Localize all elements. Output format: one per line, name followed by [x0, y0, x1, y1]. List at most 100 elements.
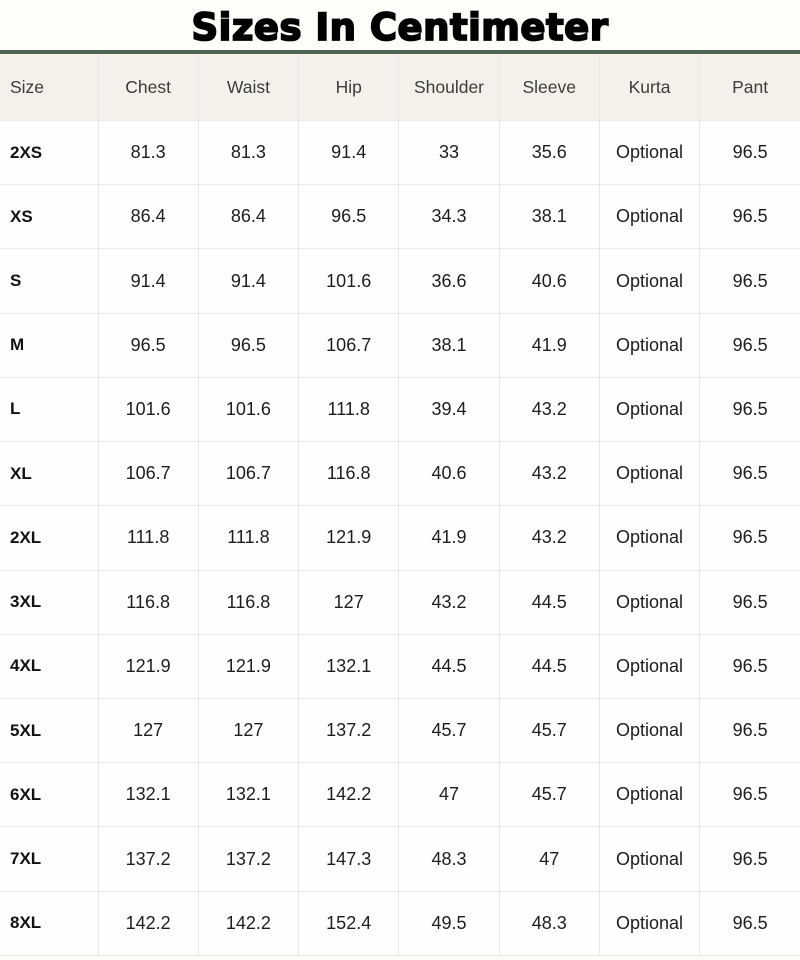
size-value: 101.6 [197, 377, 299, 442]
table-row: 7XL 137.2 137.2 147.3 48.3 47 Optional 96.5 [0, 826, 800, 892]
size-value: 101.6 [97, 377, 199, 442]
size-value: 38.1 [398, 313, 500, 378]
size-value: 96.5 [699, 441, 800, 506]
column-header-kurta: Kurta [598, 52, 700, 121]
page-title: Sizes In Centimeter [191, 5, 609, 50]
size-value: 43.2 [398, 570, 500, 635]
size-value: 96.5 [699, 248, 800, 314]
size-value: 96.5 [97, 313, 199, 378]
size-label: S [0, 248, 98, 314]
size-value: Optional [598, 313, 700, 378]
size-value: 48.3 [398, 826, 500, 892]
size-value: 96.5 [699, 634, 800, 699]
size-value: 39.4 [398, 377, 500, 442]
size-value: 132.1 [298, 634, 399, 699]
size-value: 132.1 [97, 762, 199, 827]
column-header-pant: Pant [699, 52, 800, 121]
size-value: 96.5 [699, 377, 800, 442]
size-value: 96.5 [699, 570, 800, 635]
size-value: 96.5 [699, 184, 800, 249]
size-value: 40.6 [398, 441, 500, 506]
size-label: 7XL [0, 826, 98, 892]
size-value: 44.5 [498, 570, 600, 635]
size-value: Optional [598, 248, 700, 314]
size-label: XL [0, 441, 98, 506]
size-value: 142.2 [97, 891, 199, 956]
size-value: 142.2 [298, 762, 399, 827]
size-value: 116.8 [97, 570, 199, 635]
size-value: 111.8 [197, 505, 299, 571]
size-label: 4XL [0, 634, 98, 699]
size-value: 38.1 [498, 184, 600, 249]
table-row: 4XL 121.9 121.9 132.1 44.5 44.5 Optional 96.5 [0, 634, 800, 699]
column-header-shoulder: Shoulder [398, 52, 500, 121]
size-value: Optional [598, 826, 700, 892]
size-value: 45.7 [398, 698, 500, 763]
table-row: L 101.6 101.6 111.8 39.4 43.2 Optional 96.5 [0, 377, 800, 442]
table-row: M 96.5 96.5 106.7 38.1 41.9 Optional 96.5 [0, 313, 800, 378]
size-value: 111.8 [97, 505, 199, 571]
table-row: 3XL 116.8 116.8 127 43.2 44.5 Optional 96.5 [0, 570, 800, 635]
size-value: 106.7 [298, 313, 399, 378]
size-value: 111.8 [298, 377, 399, 442]
size-value: 41.9 [398, 505, 500, 571]
size-value: 96.5 [699, 698, 800, 763]
size-value: Optional [598, 891, 700, 956]
size-value: 127 [298, 570, 399, 635]
size-value: Optional [598, 570, 700, 635]
size-value: 96.5 [699, 762, 800, 827]
size-value: Optional [598, 377, 700, 442]
size-value: 96.5 [298, 184, 399, 249]
size-value: Optional [598, 634, 700, 699]
size-value: 91.4 [298, 120, 399, 185]
size-value: 96.5 [197, 313, 299, 378]
size-value: 96.5 [699, 826, 800, 892]
size-value: 127 [97, 698, 199, 763]
size-value: 81.3 [197, 120, 299, 185]
size-value: Optional [598, 505, 700, 571]
size-value: 44.5 [498, 634, 600, 699]
size-label: M [0, 313, 98, 378]
table-row: 8XL 142.2 142.2 152.4 49.5 48.3 Optional 96.5 [0, 891, 800, 956]
size-value: 147.3 [298, 826, 399, 892]
size-value: Optional [598, 120, 700, 185]
size-label: 6XL [0, 762, 98, 827]
table-header-row: Size Chest Waist Hip Shoulder Sleeve Kurta Pant [0, 52, 800, 121]
size-label: 5XL [0, 698, 98, 763]
size-value: 96.5 [699, 313, 800, 378]
size-value: 137.2 [97, 826, 199, 892]
size-value: 116.8 [197, 570, 299, 635]
size-value: 137.2 [197, 826, 299, 892]
size-value: 41.9 [498, 313, 600, 378]
size-value: 121.9 [298, 505, 399, 571]
size-label: 3XL [0, 570, 98, 635]
table-row: 5XL 127 127 137.2 45.7 45.7 Optional 96.5 [0, 698, 800, 763]
size-value: 44.5 [398, 634, 500, 699]
size-value: 36.6 [398, 248, 500, 314]
column-header-waist: Waist [197, 52, 299, 121]
size-value: 45.7 [498, 762, 600, 827]
table-row: 2XS 81.3 81.3 91.4 33 35.6 Optional 96.5 [0, 120, 800, 185]
column-header-size: Size [0, 52, 98, 121]
size-value: Optional [598, 698, 700, 763]
size-value: 96.5 [699, 120, 800, 185]
table-row: XL 106.7 106.7 116.8 40.6 43.2 Optional 96.5 [0, 441, 800, 506]
column-header-sleeve: Sleeve [498, 52, 600, 121]
size-value: 152.4 [298, 891, 399, 956]
size-label: 2XL [0, 505, 98, 571]
size-value: Optional [598, 441, 700, 506]
size-value: 137.2 [298, 698, 399, 763]
size-value: 45.7 [498, 698, 600, 763]
size-value: 86.4 [97, 184, 199, 249]
table-body: 2XS 81.3 81.3 91.4 33 35.6 Optional 96.5 XS 86.4 8… [0, 120, 800, 956]
size-value: 116.8 [298, 441, 399, 506]
size-value: 47 [398, 762, 500, 827]
column-header-chest: Chest [97, 52, 199, 121]
size-value: 33 [398, 120, 500, 185]
size-value: 121.9 [97, 634, 199, 699]
size-value: 127 [197, 698, 299, 763]
column-header-hip: Hip [298, 52, 399, 121]
size-value: 96.5 [699, 505, 800, 571]
size-value: 96.5 [699, 891, 800, 956]
